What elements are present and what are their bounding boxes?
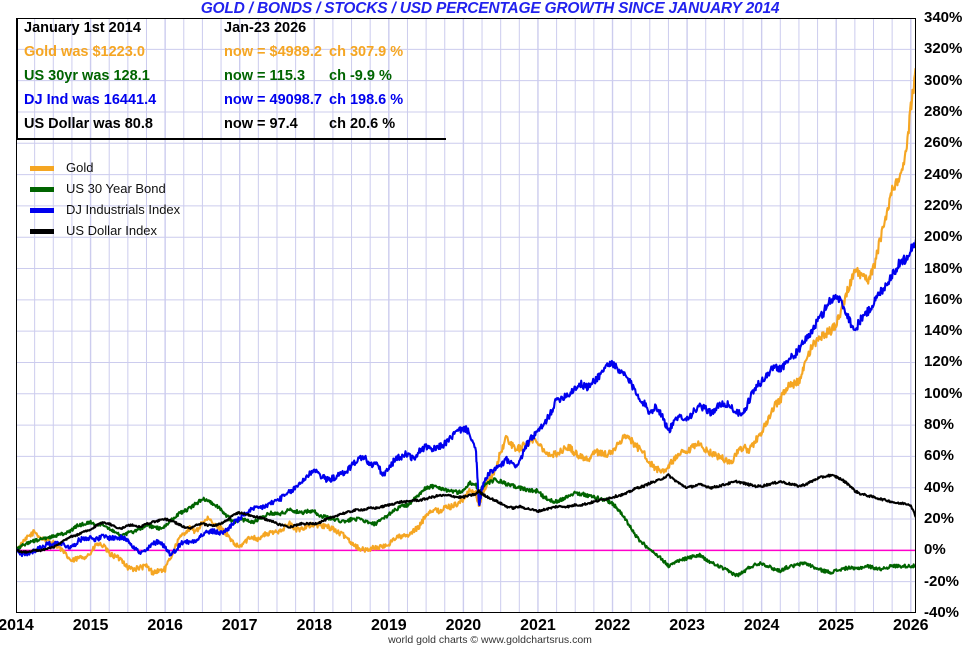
legend-swatch-dow-icon (30, 208, 54, 213)
y-axis-tick-label: 180% (924, 259, 963, 277)
legend-item-dow: DJ Industrials Index (30, 200, 260, 221)
plot-area (16, 18, 916, 613)
dollar-now-label: now = 97.4 (224, 116, 298, 132)
y-axis-tick-label: -20% (924, 572, 960, 590)
x-axis-tick-label: 2023 (669, 617, 705, 634)
chart-canvas (16, 18, 916, 613)
legend-item-gold: Gold (30, 158, 260, 179)
legend-swatch-gold-icon (30, 166, 54, 171)
y-axis-tick-label: 20% (924, 510, 955, 528)
info-row-dollar: US Dollar was 80.8 now = 97.4 ch 20.6 % (24, 116, 448, 138)
y-axis-tick-label: 100% (924, 384, 963, 402)
x-axis-tick-label: 2022 (594, 617, 631, 634)
x-axis-tick-label: 2020 (445, 617, 482, 634)
dow-now-label: now = 49098.7 (224, 92, 322, 108)
y-axis-tick-label: 140% (924, 322, 963, 340)
y-axis-tick-label: 40% (924, 478, 955, 496)
end-date-label: Jan-23 2026 (224, 20, 307, 36)
info-row-header: January 1st 2014 Jan-23 2026 (24, 20, 448, 42)
legend-label-bond: US 30 Year Bond (66, 181, 166, 196)
legend-item-bond: US 30 Year Bond (30, 179, 260, 200)
info-row-dow: DJ Ind was 16441.4 now = 49098.7 ch 198.… (24, 92, 448, 114)
y-axis-tick-label: 80% (924, 416, 955, 434)
summary-info-box: January 1st 2014 Jan-23 2026 Gold was $1… (16, 18, 446, 140)
legend-swatch-bond-icon (30, 187, 54, 192)
gold-change-label: ch 307.9 % (329, 44, 404, 60)
legend-label-dow: DJ Industrials Index (66, 202, 181, 217)
x-axis-tick-label: 2017 (221, 617, 258, 634)
x-axis-tick-label: 2014 (0, 617, 34, 634)
bond-change-label: ch -9.9 % (329, 68, 392, 84)
y-axis-tick-label: 120% (924, 353, 963, 371)
x-axis-tick-label: 2015 (72, 617, 109, 634)
x-axis-tick-label: 2026 (892, 617, 929, 634)
x-axis-tick-label: 2024 (743, 617, 780, 634)
info-row-gold: Gold was $1223.0 now = $4989.2 ch 307.9 … (24, 44, 448, 66)
y-axis-tick-label: 260% (924, 134, 963, 152)
x-axis-tick-label: 2021 (520, 617, 556, 634)
dow-change-label: ch 198.6 % (329, 92, 404, 108)
legend-label-dollar: US Dollar Index (66, 223, 158, 238)
legend-label-gold: Gold (66, 160, 94, 175)
chart-legend: Gold US 30 Year Bond DJ Industrials Inde… (30, 158, 260, 242)
start-date-label: January 1st 2014 (24, 20, 141, 36)
dow-was-label: DJ Ind was 16441.4 (24, 92, 157, 108)
y-axis-tick-label: 160% (924, 290, 963, 308)
gold-was-label: Gold was $1223.0 (24, 44, 145, 60)
x-axis-tick-label: 2018 (296, 617, 333, 634)
y-axis-tick-label: 280% (924, 102, 963, 120)
y-axis-tick-label: 340% (924, 9, 963, 26)
page-title: GOLD / BONDS / STOCKS / USD PERCENTAGE G… (200, 0, 780, 17)
y-axis-tick-label: 240% (924, 165, 963, 183)
y-axis-tick-label: 320% (924, 40, 963, 58)
bond-was-label: US 30yr was 128.1 (24, 68, 150, 84)
series-lines (16, 67, 916, 578)
bond-now-label: now = 115.3 (224, 68, 306, 84)
x-axis-tick-label: 2019 (371, 617, 407, 634)
info-row-bond: US 30yr was 128.1 now = 115.3 ch -9.9 % (24, 68, 448, 90)
legend-swatch-dollar-icon (30, 229, 54, 234)
x-axis-tick-label: 2016 (147, 617, 183, 634)
dollar-was-label: US Dollar was 80.8 (24, 116, 153, 132)
footer-credit: world gold charts © www.goldchartsrus.co… (388, 634, 592, 646)
y-axis-tick-label: 220% (924, 196, 963, 214)
gold-now-label: now = $4989.2 (224, 44, 322, 60)
x-axis-tick-label: 2025 (818, 617, 854, 634)
dollar-change-label: ch 20.6 % (329, 116, 396, 132)
y-axis-tick-label: 200% (924, 228, 963, 246)
legend-item-dollar: US Dollar Index (30, 221, 260, 242)
y-axis-tick-label: 0% (924, 541, 946, 559)
y-axis-tick-label: 60% (924, 447, 955, 465)
y-axis-tick-label: -40% (924, 604, 960, 621)
y-axis-tick-label: 300% (924, 71, 963, 89)
